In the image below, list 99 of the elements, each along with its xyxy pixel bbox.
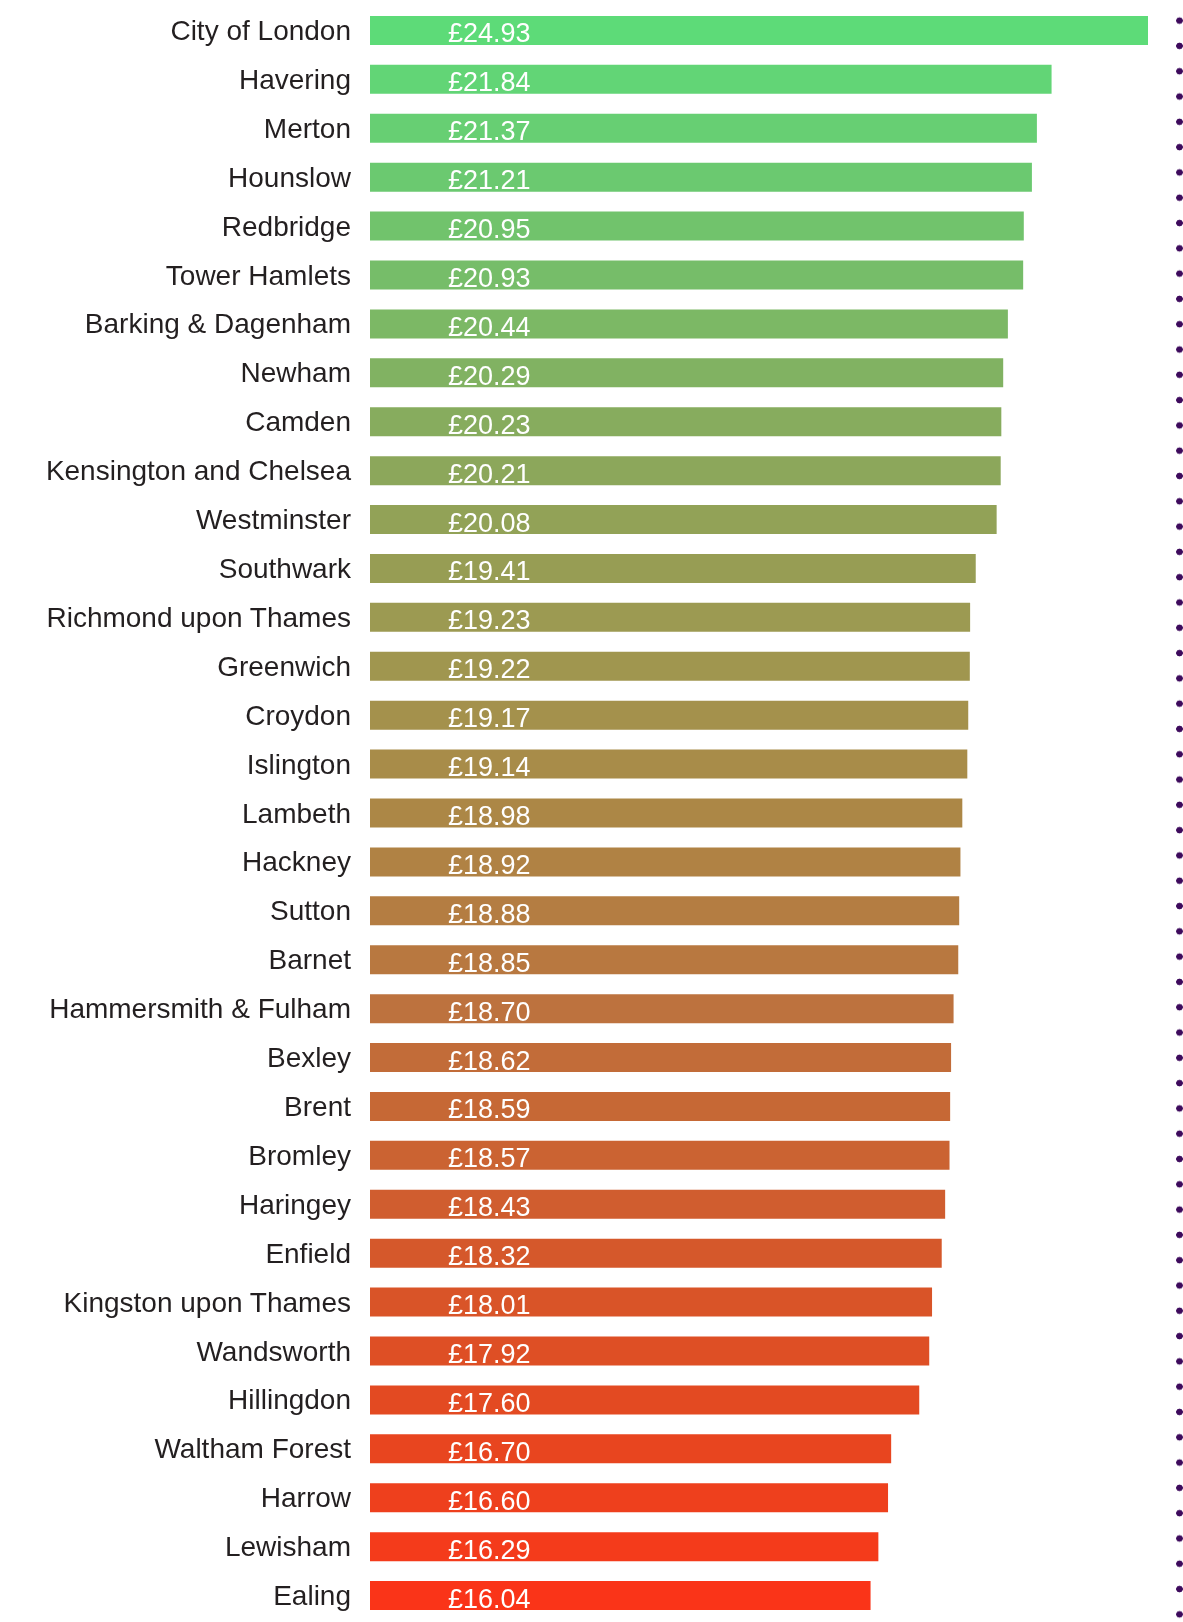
- y-tick-label: Merton: [263, 112, 351, 144]
- y-tick-label: Kingston upon Thames: [63, 1286, 351, 1318]
- data-label: £19.23: [448, 605, 531, 636]
- bar: [370, 1483, 889, 1513]
- data-label: £19.17: [448, 703, 531, 734]
- bar: [370, 847, 961, 877]
- y-tick-label: City of London: [170, 14, 351, 46]
- bar: [370, 553, 976, 583]
- bar: [370, 1336, 930, 1366]
- data-label: £21.84: [448, 67, 531, 98]
- bar: [370, 1238, 942, 1268]
- data-label: £20.23: [448, 409, 531, 440]
- y-tick-label: Brent: [284, 1090, 352, 1122]
- bar: [370, 749, 968, 779]
- y-tick-label: Lewisham: [224, 1531, 351, 1563]
- y-tick-label: Newham: [240, 357, 351, 389]
- data-label: £20.95: [448, 214, 531, 245]
- y-tick-label: Redbridge: [221, 210, 351, 242]
- data-label: £18.98: [448, 801, 531, 831]
- data-label: £21.21: [448, 165, 531, 196]
- data-label: £19.22: [448, 654, 531, 685]
- y-tick-label: Hackney: [242, 846, 351, 878]
- bar: [370, 15, 1148, 45]
- y-tick-label: Harrow: [260, 1482, 352, 1514]
- y-tick-label: Ealing: [273, 1580, 351, 1612]
- data-label: £18.85: [448, 947, 531, 978]
- y-tick-label: Enfield: [265, 1237, 351, 1269]
- bar: [370, 407, 1002, 437]
- y-tick-label: Barnet: [268, 944, 352, 976]
- data-label: £18.70: [448, 996, 531, 1027]
- data-label: £21.37: [448, 116, 531, 147]
- bar: [370, 1140, 950, 1170]
- bar: [370, 1532, 879, 1562]
- bar: [370, 798, 963, 828]
- data-label: £19.14: [448, 752, 531, 783]
- bar: [370, 1287, 933, 1317]
- bar: [370, 113, 1037, 143]
- y-tick-label: Hillingdon: [228, 1384, 351, 1416]
- data-label: £18.88: [448, 898, 531, 929]
- y-tick-label: Croydon: [245, 699, 351, 731]
- y-tick-label: Richmond upon Thames: [46, 601, 351, 633]
- y-tick-label: Kensington and Chelsea: [45, 455, 352, 487]
- data-label: £16.70: [448, 1436, 531, 1467]
- y-tick-label: Greenwich: [217, 650, 351, 682]
- y-tick-label: Bexley: [266, 1042, 351, 1074]
- bar: [370, 309, 1008, 339]
- data-label: £20.08: [448, 507, 531, 538]
- bar: [370, 602, 971, 632]
- data-label: £16.04: [448, 1583, 531, 1614]
- bar: [370, 945, 959, 975]
- y-tick-label: Havering: [238, 63, 351, 95]
- data-label: £20.93: [448, 263, 531, 293]
- bar: [370, 1043, 952, 1073]
- bar: [370, 64, 1052, 94]
- data-label: £18.32: [448, 1241, 531, 1272]
- y-tick-label: Tower Hamlets: [165, 259, 351, 291]
- y-tick-label: Hounslow: [228, 161, 352, 193]
- y-tick-label: Barking & Dagenham: [84, 308, 351, 340]
- y-tick-label: Sutton: [270, 895, 351, 927]
- bar: [370, 505, 997, 535]
- bar: [370, 260, 1024, 290]
- data-label: £18.62: [448, 1045, 531, 1076]
- bar: [370, 1434, 892, 1464]
- y-tick-label: Camden: [245, 406, 351, 438]
- bar: [370, 1385, 920, 1415]
- data-label: £20.21: [448, 458, 531, 489]
- data-label: £17.92: [448, 1339, 531, 1369]
- data-label: £18.59: [448, 1094, 531, 1125]
- data-label: £18.43: [448, 1192, 531, 1223]
- data-label: £18.57: [448, 1143, 531, 1174]
- y-tick-label: Southwark: [218, 552, 352, 584]
- y-tick-label: Bromley: [248, 1139, 351, 1171]
- data-label: £16.29: [448, 1534, 531, 1565]
- bar: [370, 456, 1001, 486]
- bar: [370, 1189, 946, 1219]
- bar: [370, 994, 954, 1024]
- bar: [370, 1581, 871, 1611]
- y-tick-label: Hammersmith & Fulham: [49, 993, 351, 1025]
- y-tick-label: Islington: [246, 748, 351, 780]
- bar: [370, 896, 960, 926]
- bar: [370, 358, 1004, 388]
- data-label: £17.60: [448, 1387, 531, 1418]
- data-label: £18.92: [448, 849, 531, 880]
- bar: [370, 700, 969, 730]
- y-tick-label: Westminster: [195, 504, 351, 536]
- data-label: £19.41: [448, 556, 531, 587]
- data-label: £24.93: [448, 18, 531, 49]
- bar: [370, 211, 1024, 241]
- bar: [370, 651, 970, 681]
- data-label: £16.60: [448, 1485, 531, 1516]
- bar: [370, 162, 1032, 192]
- y-tick-label: Waltham Forest: [154, 1433, 352, 1465]
- y-tick-label: Haringey: [238, 1188, 351, 1220]
- bar: [370, 1091, 951, 1121]
- y-tick-label: Wandsworth: [196, 1335, 351, 1367]
- y-tick-label: Lambeth: [242, 797, 351, 829]
- data-label: £20.29: [448, 360, 531, 391]
- data-label: £18.01: [448, 1290, 531, 1321]
- data-label: £20.44: [448, 311, 531, 342]
